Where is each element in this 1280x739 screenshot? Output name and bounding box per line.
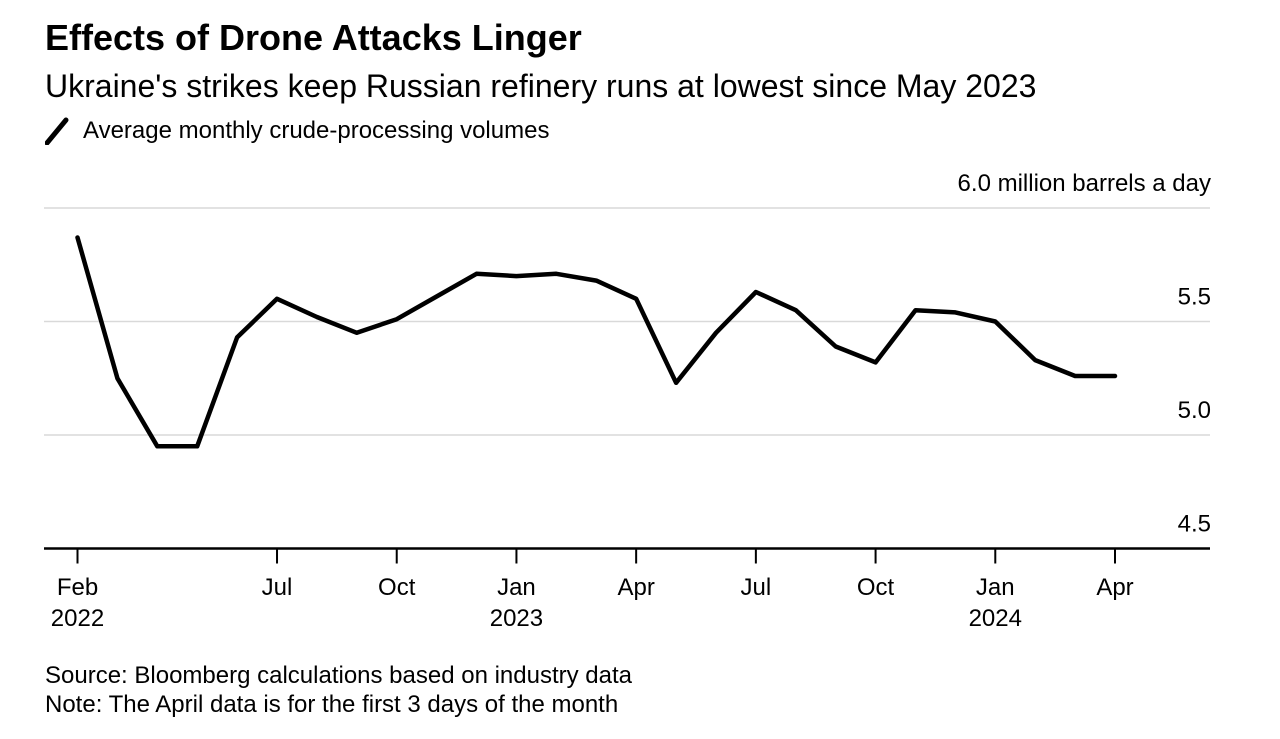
chart-footer: Source: Bloomberg calculations based on … [45,661,632,719]
x-tick-year-label: 2024 [969,605,1022,632]
legend: Average monthly crude-processing volumes [45,117,549,145]
x-tick-label: Feb [57,574,98,601]
x-tick-label: Jul [741,574,772,601]
data-note: Note: The April data is for the first 3 … [45,691,619,718]
x-tick-year-label: 2023 [490,605,543,632]
x-tick-year-label: 2022 [51,605,104,632]
legend-label: Average monthly crude-processing volumes [83,117,550,144]
chart-subtitle: Ukraine's strikes keep Russian refinery … [45,68,1037,104]
source-note: Source: Bloomberg calculations based on … [45,662,633,689]
x-tick-label: Apr [617,574,654,601]
x-tick-label: Jul [262,574,293,601]
crude-processing-volume-line [75,235,1118,449]
x-tick-label: Jan [976,574,1015,601]
y-tick-label: 4.5 [1178,511,1211,538]
x-tick-label: Apr [1096,574,1133,601]
x-tick-label: Oct [857,574,895,601]
diagonal-line-icon [45,117,69,145]
y-tick-label: 5.5 [1178,284,1211,311]
x-tick-label: Jan [497,574,536,601]
y-tick-label: 5.0 [1178,397,1211,424]
y-tick-label: 6.0 million barrels a day [958,170,1211,197]
chart-title: Effects of Drone Attacks Linger [45,17,582,58]
x-tick-label: Oct [378,574,416,601]
